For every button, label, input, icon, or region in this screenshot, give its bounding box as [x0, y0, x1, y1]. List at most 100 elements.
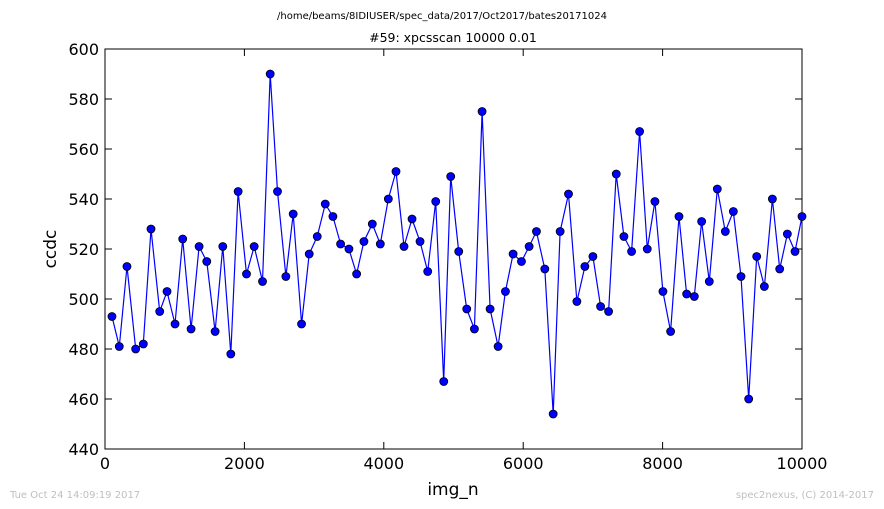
data-point	[767, 194, 777, 204]
data-point	[431, 197, 441, 206]
data-point	[344, 244, 354, 254]
data-point	[359, 237, 369, 246]
data-point	[720, 227, 730, 236]
data-point	[477, 107, 487, 116]
data-point	[666, 327, 676, 336]
data-point	[564, 189, 573, 199]
data-point	[775, 264, 785, 274]
data-point	[210, 327, 220, 336]
data-point	[517, 257, 526, 266]
data-point	[580, 262, 590, 271]
data-point	[320, 199, 330, 209]
data-point	[682, 289, 692, 299]
data-point	[462, 304, 472, 314]
data-point	[407, 214, 417, 224]
data-point	[375, 239, 385, 249]
x-tick-label: 10000	[777, 454, 828, 473]
data-point	[790, 247, 800, 256]
data-point	[233, 187, 243, 196]
data-point	[304, 249, 314, 259]
data-point	[797, 212, 807, 221]
data-point	[674, 212, 684, 221]
chart-suptitle: /home/beams/8IDIUSER/spec_data/2017/Oct2…	[277, 11, 607, 22]
y-tick-label: 480	[68, 340, 99, 359]
data-point	[493, 342, 503, 351]
data-point	[728, 207, 738, 216]
data-point	[627, 247, 636, 256]
data-point	[782, 229, 792, 239]
data-point	[312, 232, 322, 241]
plot-area	[104, 48, 803, 450]
data-point	[162, 287, 172, 296]
data-point	[540, 264, 550, 274]
data-point	[328, 212, 338, 221]
data-point	[704, 277, 714, 286]
data-point	[138, 339, 148, 349]
data-point	[423, 267, 433, 276]
y-tick-label: 440	[68, 440, 99, 459]
chart-title: #59: xpcsscan 10000 0.01	[369, 30, 537, 45]
data-point	[170, 319, 180, 329]
data-point	[194, 242, 204, 251]
data-point	[555, 227, 565, 236]
x-tick-label: 4000	[363, 454, 404, 473]
data-point	[288, 209, 298, 219]
data-point	[131, 344, 141, 354]
data-point	[588, 252, 598, 261]
data-point	[658, 287, 668, 296]
data-point	[752, 252, 762, 261]
data-point	[744, 394, 754, 404]
data-point	[470, 324, 479, 334]
data-point	[391, 167, 401, 176]
data-point	[454, 247, 464, 256]
data-point	[439, 377, 449, 386]
data-point	[611, 169, 621, 179]
data-point	[508, 249, 518, 259]
data-point	[218, 242, 228, 251]
data-point	[249, 242, 259, 251]
data-point	[146, 224, 156, 234]
data-point	[242, 269, 251, 279]
footer-credit: spec2nexus, (C) 2014-2017	[735, 490, 874, 501]
data-point	[604, 307, 613, 316]
data-point	[265, 69, 275, 79]
data-point	[336, 239, 345, 249]
data-point	[415, 237, 425, 246]
data-point	[446, 172, 456, 181]
data-point	[697, 217, 707, 226]
y-tick-label: 600	[68, 40, 99, 59]
data-point	[226, 349, 236, 359]
data-point	[383, 194, 393, 204]
data-point	[619, 232, 629, 241]
data-point	[107, 312, 117, 321]
data-series	[107, 69, 807, 419]
data-point	[155, 307, 165, 316]
data-point	[258, 277, 267, 286]
data-point	[689, 292, 699, 301]
y-axis-label: ccdc	[41, 230, 61, 269]
data-point	[596, 302, 605, 311]
data-point	[650, 197, 660, 206]
x-tick-label: 8000	[642, 454, 683, 473]
x-axis-label: img_n	[427, 480, 478, 500]
data-point	[122, 262, 132, 271]
data-point	[548, 409, 558, 419]
data-point	[712, 184, 722, 194]
x-tick-label: 2000	[224, 454, 265, 473]
y-tick-label: 520	[68, 240, 99, 259]
data-point	[114, 342, 124, 351]
data-point	[367, 219, 377, 229]
data-point	[759, 282, 769, 291]
data-point	[524, 242, 534, 251]
y-tick-label: 500	[68, 290, 99, 309]
axis-ticks: 0 2000 4000 6000 8000 10000 440 460 480 500 520 540…	[68, 40, 827, 473]
y-tick-label: 560	[68, 140, 99, 159]
data-point	[281, 272, 291, 281]
x-tick-label: 0	[100, 454, 110, 473]
data-point	[352, 269, 362, 279]
footer-timestamp: Tue Oct 24 14:09:19 2017	[10, 490, 141, 501]
y-tick-label: 580	[68, 90, 99, 109]
data-point	[273, 187, 282, 196]
data-point	[736, 272, 746, 281]
